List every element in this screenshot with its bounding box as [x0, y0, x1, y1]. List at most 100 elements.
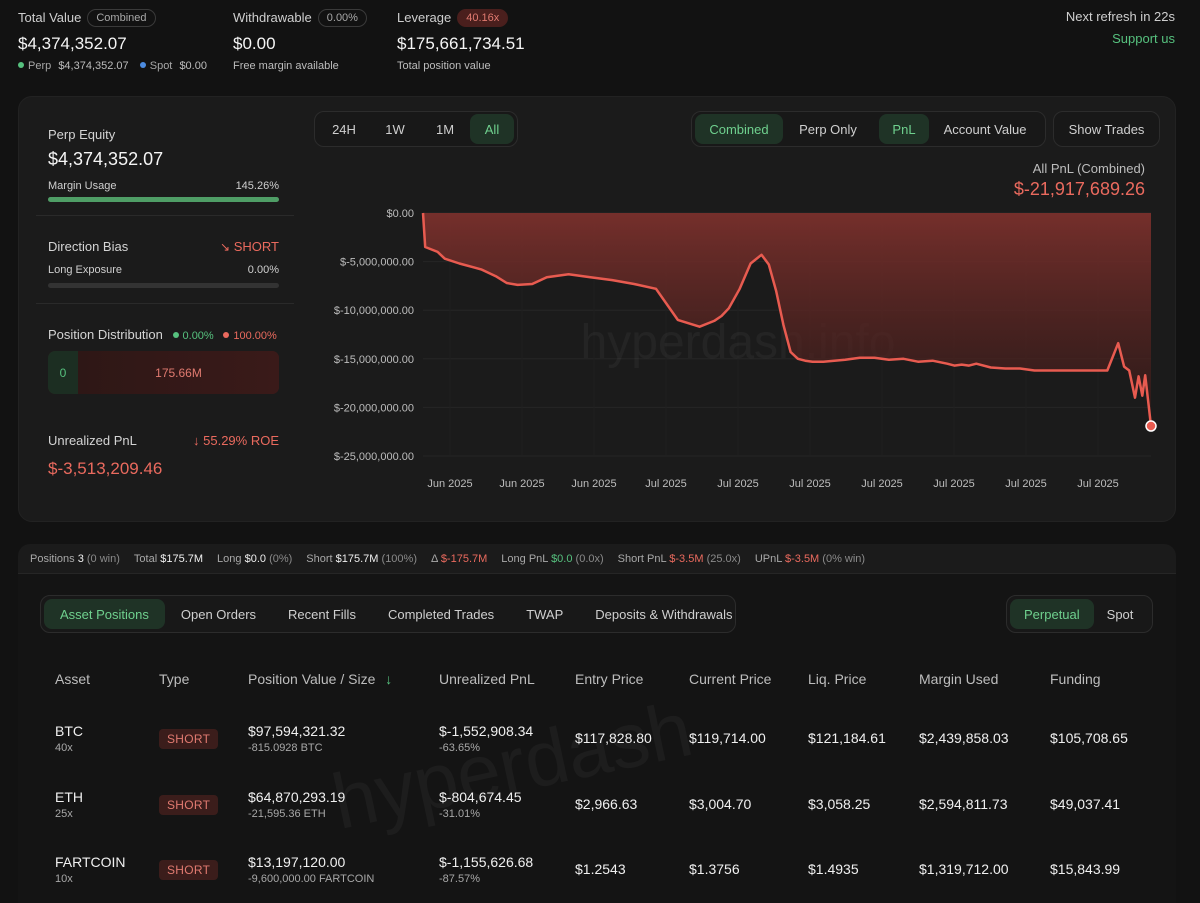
unrealized-pnl: $-804,674.45 — [439, 789, 522, 805]
long-pnl-sub: (0.0x) — [575, 552, 604, 565]
total-label: Total — [133, 552, 158, 565]
tab-spot[interactable]: Spot — [1106, 606, 1134, 622]
timeframe-1m[interactable]: 1M — [435, 121, 455, 137]
spot-dot-icon — [139, 62, 146, 68]
long-sub: (0%) — [269, 552, 293, 565]
liq-price: $121,184.61 — [808, 730, 886, 746]
short-label: Short — [306, 552, 333, 565]
arrow-down-icon: ↓ — [385, 671, 393, 687]
position-type-badge: SHORT — [159, 795, 219, 815]
tab-asset-positions[interactable]: Asset Positions — [44, 599, 165, 629]
metric-pnl[interactable]: PnL — [879, 114, 929, 144]
y-axis: $0.00 $-5,000,000.00 $-10,000,000.00 $-15,0… — [334, 208, 414, 463]
leverage-block: Leverage 40.16x $175,661,734.51 Total pos… — [397, 9, 525, 72]
y-tick-label: $0.00 — [386, 208, 414, 220]
entry-price: $2,966.63 — [575, 796, 638, 812]
timeframe-24h[interactable]: 24H — [332, 121, 356, 137]
leverage-pill: 40.16x — [457, 9, 509, 27]
margin-usage-bar — [48, 197, 279, 202]
unrealized-pnl: $-1,552,908.34 — [439, 723, 534, 739]
tab-recent-fills[interactable]: Recent Fills — [288, 606, 356, 622]
pnl-chart[interactable]: hyperdash.info $0.00$-5,000,000.00$-10,0… — [318, 200, 1168, 500]
scope-combined[interactable]: Combined — [695, 114, 783, 144]
arrow-down-icon: ↓ — [193, 433, 200, 448]
col-type[interactable]: Type — [159, 671, 190, 687]
dist-long-pct: 0.00% — [182, 330, 214, 342]
market-type-tabs: Perpetual Spot — [1006, 595, 1153, 633]
direction-value: SHORT — [233, 239, 279, 254]
total-value-block: Total Value Combined $4,374,352.07 Perp $… — [18, 9, 207, 72]
tab-completed-trades[interactable]: Completed Trades — [387, 606, 495, 622]
short-sub: (100%) — [381, 552, 417, 565]
total-value-strip: $175.7M — [160, 552, 204, 565]
long-label: Long — [217, 552, 242, 565]
position-value: $97,594,321.32 — [248, 723, 346, 739]
tab-deposits-withdrawals[interactable]: Deposits & Withdrawals — [595, 606, 733, 622]
perp-equity-value: $4,374,352.07 — [48, 149, 164, 169]
unrealized-pnl-pct: -63.65% — [439, 742, 480, 754]
entry-price: $117,828.80 — [575, 730, 652, 746]
roe-indicator: ↓ 55.29% ROE — [180, 433, 279, 448]
current-price: $119,714.00 — [689, 730, 766, 746]
margin-usage-value: 145.26% — [235, 180, 279, 192]
col-position-value-label: Position Value / Size — [248, 671, 376, 687]
unrealized-pnl-value: $-3,513,209.46 — [48, 459, 163, 478]
show-trades-button[interactable]: Show Trades — [1053, 111, 1160, 147]
dist-short-segment: 175.66M — [78, 351, 279, 394]
short-pnl-label: Short PnL — [617, 552, 667, 565]
margin-usage-label: Margin Usage — [48, 180, 117, 192]
x-tick-label: Jul 2025 — [861, 478, 903, 490]
position-size: -815.0928 BTC — [248, 742, 323, 754]
col-position-value[interactable]: Position Value / Size ↓ — [248, 671, 392, 687]
combined-pill[interactable]: Combined — [87, 9, 156, 27]
col-margin-used[interactable]: Margin Used — [919, 671, 999, 687]
unrealized-pnl-pct: -87.57% — [439, 873, 480, 885]
leverage-sub: Total position value — [397, 60, 491, 72]
position-value: $64,870,293.19 — [248, 789, 346, 805]
direction-bias-value: ↘ SHORT — [199, 239, 279, 254]
dist-short-pct: 100.00% — [233, 330, 277, 342]
unrealized-pnl: $-1,155,626.68 — [439, 854, 534, 870]
tab-open-orders[interactable]: Open Orders — [180, 606, 257, 622]
tab-twap[interactable]: TWAP — [526, 606, 564, 622]
funding: $15,843.99 — [1050, 861, 1121, 877]
leverage-label: Leverage — [397, 10, 452, 25]
spot-value: $0.00 — [179, 60, 207, 72]
col-unrealized-pnl[interactable]: Unrealized PnL — [439, 671, 535, 687]
timeframe-1w[interactable]: 1W — [385, 121, 405, 137]
current-value-marker — [1145, 420, 1157, 432]
col-current-price[interactable]: Current Price — [689, 671, 772, 687]
col-liq-price[interactable]: Liq. Price — [808, 671, 867, 687]
direction-bias-label: Direction Bias — [48, 239, 129, 254]
position-type-badge: SHORT — [159, 729, 219, 749]
delta-value: $-175.7M — [440, 552, 488, 565]
col-entry-price[interactable]: Entry Price — [575, 671, 644, 687]
support-link[interactable]: Support us — [1112, 31, 1175, 46]
scope-perp-only[interactable]: Perp Only — [799, 121, 857, 137]
divider — [36, 303, 294, 304]
long-pnl-label: Long PnL — [501, 552, 548, 565]
long-exposure-label: Long Exposure — [48, 264, 122, 276]
metric-account-value[interactable]: Account Value — [943, 121, 1027, 137]
y-tick-label: $-25,000,000.00 — [334, 451, 414, 463]
funding: $49,037.41 — [1050, 796, 1121, 812]
asset-leverage: 40x — [55, 742, 73, 754]
timeframe-all[interactable]: All — [470, 114, 514, 144]
liq-price: $3,058.25 — [808, 796, 871, 812]
x-tick-label: Jun 2025 — [427, 478, 472, 490]
long-dot-icon — [172, 332, 179, 338]
total-value-label: Total Value — [18, 10, 82, 25]
positions-count: 3 — [77, 552, 84, 565]
short-value: $175.7M — [335, 552, 379, 565]
col-asset[interactable]: Asset — [55, 671, 91, 687]
spot-label: Spot — [149, 60, 173, 72]
upnl-value: $-3.5M — [784, 552, 820, 565]
col-funding[interactable]: Funding — [1050, 671, 1101, 687]
x-tick-label: Jul 2025 — [717, 478, 759, 490]
x-tick-label: Jul 2025 — [933, 478, 975, 490]
y-tick-label: $-5,000,000.00 — [340, 257, 414, 269]
long-exposure-bar — [48, 283, 279, 288]
tab-perpetual[interactable]: Perpetual — [1010, 599, 1094, 629]
long-exposure-value: 0.00% — [247, 264, 279, 276]
perp-equity-label: Perp Equity — [48, 127, 116, 142]
